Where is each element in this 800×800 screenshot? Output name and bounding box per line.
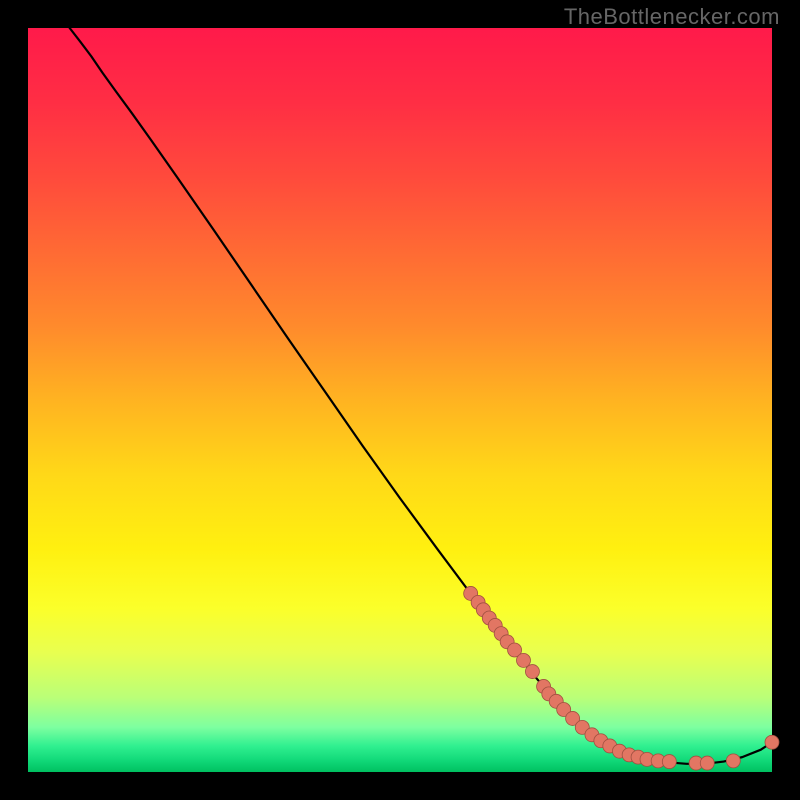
data-point-marker bbox=[525, 665, 539, 679]
chart-svg bbox=[0, 0, 800, 800]
data-point-marker bbox=[517, 653, 531, 667]
data-point-marker bbox=[726, 754, 740, 768]
plot-background bbox=[28, 28, 772, 772]
data-point-marker bbox=[662, 755, 676, 769]
data-point-marker bbox=[700, 756, 714, 770]
data-point-marker bbox=[765, 735, 779, 749]
